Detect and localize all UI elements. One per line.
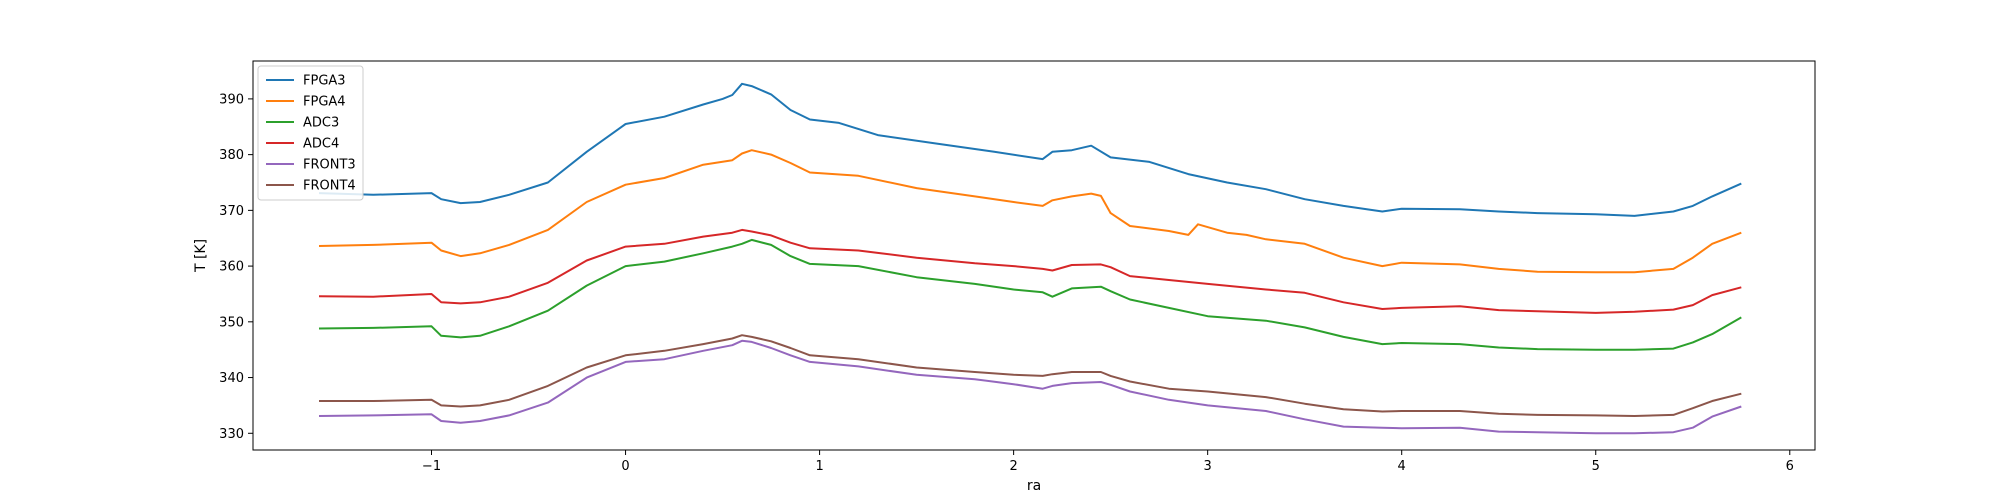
y-tick-label: 360 [219, 260, 244, 275]
y-axis: 330 340 350 360 370 380 390 [219, 92, 253, 442]
x-tick-label: 0 [621, 459, 629, 474]
legend-label: FPGA4 [303, 95, 346, 110]
series-line-adc3 [318, 238, 1742, 351]
y-tick-label: 390 [219, 92, 244, 107]
x-tick-label: 1 [815, 459, 823, 474]
series-line-front3 [318, 339, 1742, 435]
y-tick-label: 380 [219, 148, 244, 163]
x-tick-label: 6 [1786, 459, 1794, 474]
plot-area [252, 60, 1816, 451]
legend-label: FRONT4 [303, 179, 356, 194]
x-axis: −1 0 1 2 3 4 5 6 [422, 450, 1794, 474]
y-axis-label: T [K] [193, 239, 209, 273]
series-line-fpga3 [318, 82, 1742, 217]
axes-frame [252, 60, 1816, 451]
x-tick-label: 2 [1009, 459, 1017, 474]
legend-label: FPGA3 [303, 74, 346, 89]
legend-label: ADC4 [303, 137, 339, 152]
series-layer [318, 82, 1742, 435]
x-tick-label: 4 [1398, 459, 1406, 474]
legend-label: ADC3 [303, 116, 339, 131]
y-tick-label: 330 [219, 427, 244, 442]
x-axis-label: ra [1027, 478, 1041, 494]
series-line-adc4 [318, 228, 1742, 314]
legend-label: FRONT3 [303, 158, 356, 173]
series-line-front4 [319, 334, 1742, 417]
y-tick-label: 370 [219, 204, 244, 219]
x-tick-label: 5 [1592, 459, 1600, 474]
y-tick-label: 340 [219, 371, 244, 386]
legend: FPGA3 FPGA4 ADC3 ADC4 FRONT3 FRONT4 [257, 65, 364, 201]
x-tick-label: 3 [1204, 459, 1212, 474]
x-tick-label: −1 [422, 459, 441, 474]
y-tick-label: 350 [219, 315, 244, 330]
series-line-fpga4 [318, 149, 1742, 274]
legend-box [257, 65, 364, 201]
